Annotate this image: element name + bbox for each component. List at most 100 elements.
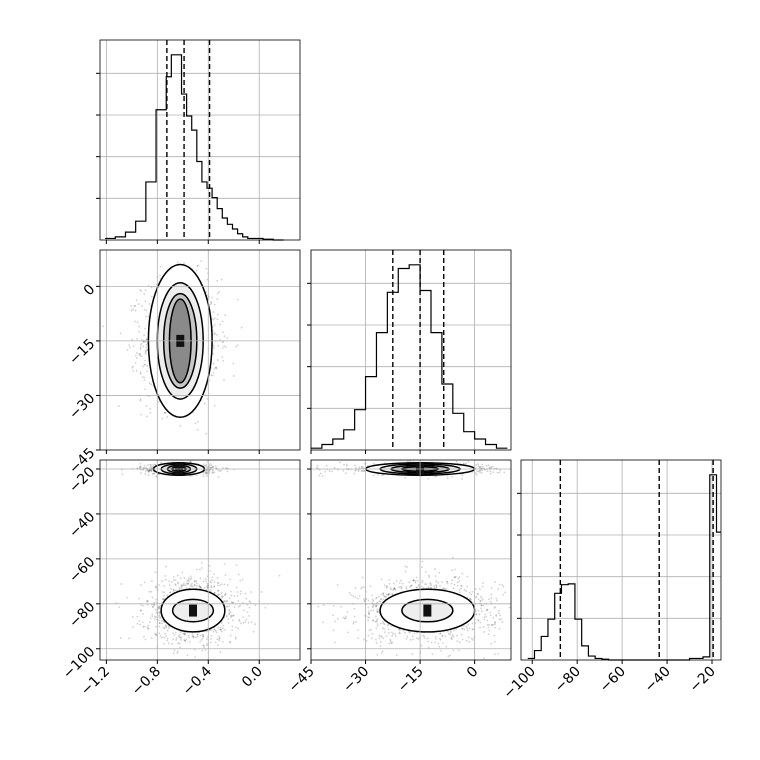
sample-point [383,628,386,631]
sample-point [495,597,498,600]
sample-point [191,585,194,588]
sample-point [161,591,164,593]
sample-point [192,634,195,637]
sample-point [145,343,148,346]
sample-point [361,470,363,473]
sample-point [158,632,161,635]
sample-point [371,594,374,597]
sample-point [420,585,423,588]
sample-point [164,632,167,635]
sample-point [222,467,224,469]
sample-point [453,576,456,579]
histogram-steps-p1 [311,264,508,449]
sample-point [404,631,406,634]
sample-point [376,601,379,604]
sample-point [472,628,475,631]
sample-point [220,592,223,594]
sample-point [140,466,142,469]
sample-point [160,619,163,622]
sample-point [139,462,142,465]
sample-point [316,464,319,467]
sample-point [224,574,227,577]
sample-point [232,614,235,617]
sample-point [166,637,169,640]
sample-point [488,623,491,626]
sample-point [212,466,214,468]
sample-point [189,475,192,477]
sample-point [414,581,417,584]
sample-point [233,595,236,598]
sample-point [157,473,160,476]
sample-point [354,469,357,472]
sample-point [461,638,464,641]
sample-point [154,632,157,635]
sample-point [378,634,381,637]
sample-point [421,581,424,584]
sample-point [412,579,415,582]
sample-point [140,355,143,358]
sample-point [213,324,216,326]
sample-point [317,605,320,608]
sample-point [427,640,429,643]
sample-point [328,470,331,472]
sample-point [155,586,158,589]
sample-point [121,473,124,476]
sample-point [456,581,459,584]
sample-point [147,624,150,627]
sample-point [481,582,484,585]
sample-point [229,590,232,593]
sample-point [245,618,248,621]
sample-point [441,634,444,637]
sample-point [375,605,377,608]
sample-point [183,639,186,641]
sample-point [404,565,407,568]
sample-point [211,466,214,469]
sample-point [466,575,469,578]
sample-point [158,605,161,608]
sample-point [427,574,430,577]
sample-point [254,623,256,625]
sample-point [226,470,229,473]
sample-point [197,264,200,267]
sample-point [241,578,244,581]
sample-point [393,587,396,590]
sample-point [141,376,144,378]
sample-point [376,624,379,627]
sample-point [434,637,437,640]
sample-point [222,359,225,362]
sample-point [143,293,146,296]
sample-point [136,622,139,625]
sample-point [461,627,463,630]
sample-point [183,262,185,265]
sample-point [164,578,167,581]
sample-point [390,588,393,591]
sample-point [217,589,219,592]
sample-point [202,463,205,466]
sample-point [488,598,491,601]
sample-point [353,615,356,618]
sample-point [217,584,219,587]
sample-point [422,634,425,637]
sample-point [195,269,198,272]
sample-point [155,625,157,628]
sample-point [201,634,204,636]
sample-point [181,571,184,574]
sample-point [434,636,437,638]
sample-point [139,609,142,612]
sample-point [219,628,221,631]
sample-point [210,581,212,584]
sample-point [469,597,472,600]
sample-point [139,373,142,375]
sample-point [230,601,233,604]
sample-point [138,619,141,622]
sample-point [212,311,215,314]
sample-point [213,333,216,336]
sample-point [218,470,221,472]
sample-point [186,580,189,583]
sample-point [224,346,227,348]
sample-point [163,591,166,594]
sample-point [367,610,370,613]
sample-point [477,463,479,466]
sample-point [166,594,169,597]
sample-point [387,593,390,596]
